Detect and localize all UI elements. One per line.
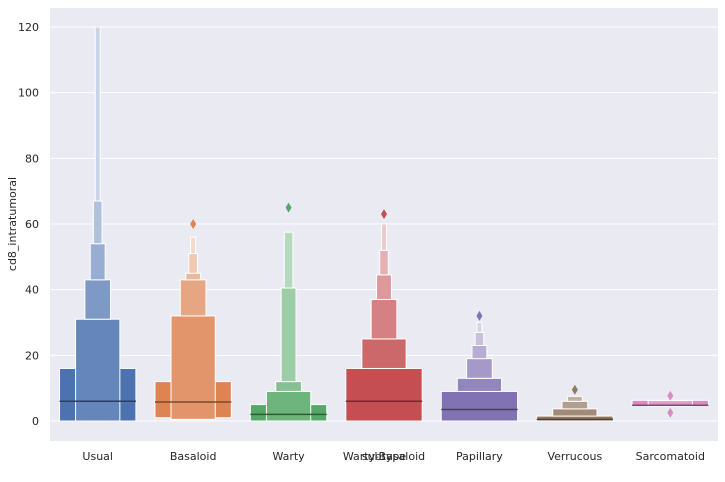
outlier-point <box>381 209 387 220</box>
boxen-level <box>94 26 101 202</box>
x-tick-label: Sarcomatoid <box>636 450 705 463</box>
outlier-point <box>190 219 197 229</box>
boxen-level <box>345 367 423 422</box>
boxen-level <box>376 274 392 301</box>
boxen-level <box>179 279 207 317</box>
boxen-level <box>170 315 216 420</box>
y-tick-label: 60 <box>25 218 39 231</box>
boxen-level <box>474 331 485 346</box>
y-axis-label: cd8_intratumoral <box>6 177 19 271</box>
boxen-level <box>561 400 589 410</box>
boxen-level <box>89 243 106 281</box>
boxen-group-papillary <box>440 310 519 422</box>
outlier-point <box>571 384 578 395</box>
x-tick-label: Usual <box>82 450 113 463</box>
boxen-level <box>92 200 103 245</box>
x-tick-label: Papillary <box>456 450 503 463</box>
boxen-group-verrucous <box>536 384 614 422</box>
boxen-level <box>370 299 398 340</box>
boxen-level <box>280 287 297 383</box>
outlier-point <box>667 407 674 418</box>
boxes-layer <box>59 26 709 422</box>
x-tick-label: Verrucous <box>547 450 602 463</box>
boxen-level <box>536 415 614 422</box>
y-tick-label: 100 <box>18 87 39 100</box>
y-tick-label: 20 <box>25 349 39 362</box>
boxen-level <box>476 322 483 333</box>
boxen-level <box>84 279 112 320</box>
tick-layer: 0 20 40 60 80 100 120 Usual Basaloid Warty Warty-B… <box>18 21 705 463</box>
boxen-group-sarcomatoid <box>631 390 709 418</box>
y-tick-label: 120 <box>18 21 39 34</box>
y-tick-label: 40 <box>25 284 39 297</box>
boxen-level <box>456 377 503 392</box>
boxen-level <box>283 231 294 289</box>
boxen-level <box>379 249 389 276</box>
boxen-level <box>190 236 197 255</box>
boxen-level <box>185 272 202 281</box>
boxen-level <box>188 253 198 274</box>
boxen-level <box>75 318 121 422</box>
x-tick-label: Warty-Basaloid <box>343 450 425 463</box>
outlier-point <box>285 202 292 213</box>
boxen-group-basaloid <box>154 219 232 420</box>
boxen-group-usual <box>59 26 137 422</box>
boxen-level <box>275 381 302 392</box>
x-axis-label: subtype <box>362 450 406 463</box>
x-tick-label: Basaloid <box>170 450 217 463</box>
boxen-level <box>466 358 493 379</box>
boxen-level <box>361 338 407 369</box>
y-tick-label: 80 <box>25 152 39 165</box>
boxen-group-warty-basaloid <box>345 209 423 422</box>
boxen-level <box>471 344 488 360</box>
boxen-level <box>440 390 519 422</box>
boxen-level <box>380 223 388 251</box>
boxen-level <box>552 408 598 417</box>
outlier-point <box>667 390 674 401</box>
boxen-level <box>566 395 583 402</box>
boxen-group-warty <box>249 202 328 422</box>
x-tick-label: Warty <box>272 450 305 463</box>
boxen-level <box>265 390 312 422</box>
y-tick-label: 0 <box>32 415 39 428</box>
outlier-point <box>476 310 483 321</box>
